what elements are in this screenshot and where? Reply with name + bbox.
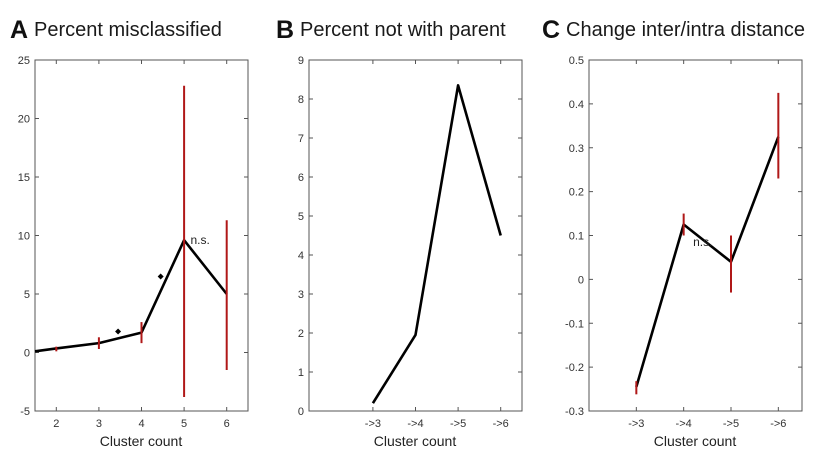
panel-b-y-tick-label: 2 xyxy=(298,328,304,340)
panel-a: A Percent misclassified Cluster count -5… xyxy=(10,16,249,449)
panel-c-annotation: n.s. xyxy=(693,235,712,249)
panel-c-y-tick-label: 0.2 xyxy=(569,187,584,199)
panel-b-y-tick-label: 0 xyxy=(298,406,304,418)
panel-c-x-tick-label: ->4 xyxy=(676,418,692,430)
panel-b-title: Percent not with parent xyxy=(300,19,506,41)
panel-b-y-tick-label: 3 xyxy=(298,289,304,301)
panel-b-y-tick-label: 4 xyxy=(298,250,304,262)
panel-b: B Percent not with parent Cluster count … xyxy=(276,16,523,449)
panel-c-x-tick-label: ->6 xyxy=(770,418,786,430)
panel-c-y-tick-label: 0.1 xyxy=(569,231,584,243)
panel-a-y-tick-label: 20 xyxy=(18,114,30,126)
panel-c-y-tick-label: 0.4 xyxy=(569,99,584,111)
panel-a-title: Percent misclassified xyxy=(34,19,222,41)
panel-b-x-tick-label: ->5 xyxy=(450,418,466,430)
panel-a-x-axis-label: Cluster count xyxy=(100,433,183,449)
panel-b-series-line xyxy=(371,84,502,404)
panel-b-y-tick-label: 8 xyxy=(298,94,304,106)
panel-b-x-tick-label: ->6 xyxy=(493,418,509,430)
panel-a-x-tick-label: 2 xyxy=(53,418,59,430)
panel-c: C Change inter/intra distance Cluster co… xyxy=(542,16,805,449)
panel-a-y-tick-label: -5 xyxy=(20,406,30,418)
panel-c-x-axis-label: Cluster count xyxy=(654,433,737,449)
panel-b-y-tick-label: 5 xyxy=(298,211,304,223)
panel-a-series-line xyxy=(34,238,228,353)
panel-c-y-tick-label: 0.5 xyxy=(569,55,584,67)
panel-c-series-line xyxy=(635,136,780,388)
panel-a-y-tick-label: 10 xyxy=(18,231,30,243)
panel-a-x-tick-label: 5 xyxy=(181,418,187,430)
panel-c-x-tick-label: ->5 xyxy=(723,418,739,430)
panel-a-y-tick-label: 25 xyxy=(18,55,30,67)
panel-c-letter: C xyxy=(542,16,560,44)
panel-b-y-tick-label: 1 xyxy=(298,367,304,379)
panel-c-y-tick-label: 0 xyxy=(578,274,584,286)
panel-c-y-tick-label: 0.3 xyxy=(569,143,584,155)
panel-a-significance-marker xyxy=(115,328,122,335)
panel-a-x-tick-label: 4 xyxy=(138,418,144,430)
panel-c-y-tick-label: -0.1 xyxy=(565,318,584,330)
panel-a-y-tick-label: 0 xyxy=(24,348,30,360)
panel-b-y-tick-label: 9 xyxy=(298,55,304,67)
panel-a-x-tick-label: 3 xyxy=(96,418,102,430)
panel-c-title: Change inter/intra distance xyxy=(566,19,805,41)
panel-b-x-axis-label: Cluster count xyxy=(374,433,457,449)
panel-a-y-tick-label: 15 xyxy=(18,172,30,184)
panel-a-x-tick-label: 6 xyxy=(224,418,230,430)
panel-a-significance-marker xyxy=(157,273,164,280)
panel-b-x-tick-label: ->3 xyxy=(365,418,381,430)
panel-c-y-tick-label: -0.3 xyxy=(565,406,584,418)
panel-b-x-tick-label: ->4 xyxy=(407,418,423,430)
panel-a-y-tick-label: 5 xyxy=(24,289,30,301)
panel-c-x-tick-label: ->3 xyxy=(628,418,644,430)
panel-b-plot-area xyxy=(308,59,523,412)
panel-a-annotation: n.s. xyxy=(190,233,209,247)
panel-a-plot-area xyxy=(34,59,249,412)
panel-a-letter: A xyxy=(10,16,28,44)
panel-c-y-tick-label: -0.2 xyxy=(565,362,584,374)
panel-b-y-tick-label: 7 xyxy=(298,133,304,145)
panel-b-letter: B xyxy=(276,16,294,44)
panel-b-y-tick-label: 6 xyxy=(298,172,304,184)
